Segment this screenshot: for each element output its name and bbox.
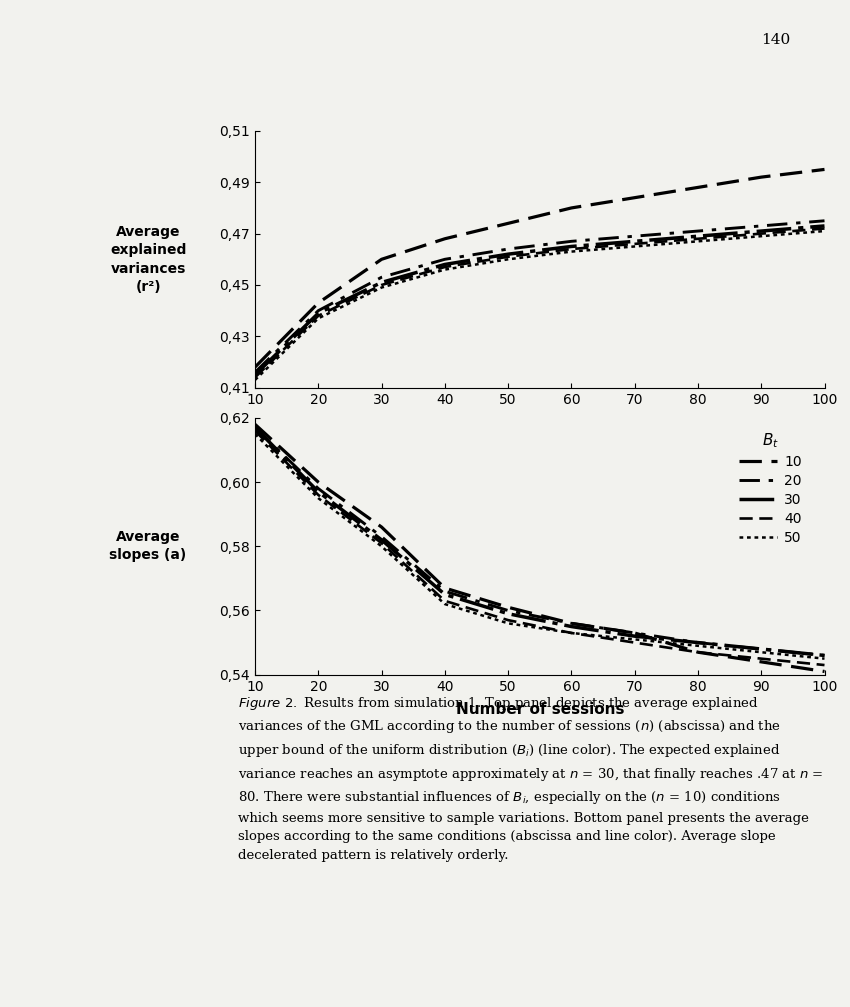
Y-axis label: Average
explained
variances
(r²): Average explained variances (r²) [110,225,187,294]
X-axis label: Number of sessions: Number of sessions [456,702,624,717]
Legend: 10, 20, 30, 40, 50: 10, 20, 30, 40, 50 [734,427,806,549]
Y-axis label: Average
slopes (a): Average slopes (a) [110,530,187,563]
Text: 140: 140 [762,33,790,47]
Text: $\it{Figure\ 2.}$ Results from simulation 1. Top panel depicts the average expla: $\it{Figure\ 2.}$ Results from simulatio… [238,695,824,862]
